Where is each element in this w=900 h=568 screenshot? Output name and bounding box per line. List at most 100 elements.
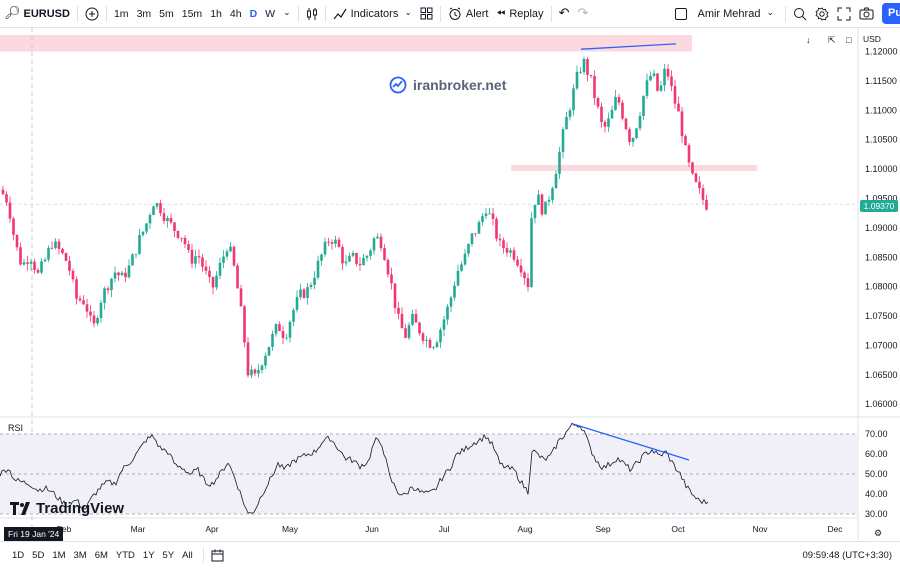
candle-body [428, 339, 432, 348]
timeframe-5m[interactable]: 5m [159, 7, 174, 20]
candle-body [22, 262, 26, 265]
redo-button[interactable]: ↷ [573, 0, 592, 28]
candle-body [180, 237, 183, 239]
chart-canvas[interactable]: 1.12000 1.11500 1.11000 1.10500 1.10000 1.095… [0, 28, 900, 540]
chart-area[interactable]: 1.12000 1.11500 1.11000 1.10500 1.10000 1.095… [0, 28, 900, 540]
candle-body [379, 236, 383, 249]
indicators-button[interactable]: Indicators ⌄ [329, 0, 416, 28]
publish-button[interactable]: Pu [882, 3, 900, 24]
candle-body [253, 369, 257, 374]
candle-body [337, 239, 341, 248]
price-axis-label: 1.07000 [865, 340, 898, 350]
timeframe-d[interactable]: D [249, 7, 258, 20]
alert-button[interactable]: Alert [444, 0, 493, 28]
rsi-line [0, 422, 709, 514]
range-5y[interactable]: 5Y [162, 549, 175, 561]
time-axis-label: Oct [671, 524, 685, 534]
candle-body [579, 71, 582, 73]
time-axis-label: Jul [439, 524, 450, 534]
chart-type-button[interactable] [302, 0, 322, 28]
replay-label: Replay [509, 7, 544, 20]
currency-label[interactable]: USD [863, 34, 881, 44]
quick-search-button[interactable] [789, 0, 811, 28]
range-all[interactable]: All [182, 549, 193, 561]
candle-body [36, 269, 40, 273]
candle-body [397, 307, 400, 314]
candle-body [351, 252, 355, 256]
range-5d[interactable]: 5D [32, 549, 45, 561]
candle-body [663, 68, 666, 86]
scroll-down-icon[interactable]: ↓ [806, 35, 811, 45]
range-3m[interactable]: 3M [73, 549, 87, 561]
timeframe-1m[interactable]: 1m [113, 7, 129, 20]
candle-body [677, 103, 680, 112]
candle-body [617, 96, 621, 103]
candle-body [488, 213, 491, 215]
range-1y[interactable]: 1Y [142, 549, 155, 561]
chevron-down-icon[interactable]: ⌄ [283, 8, 291, 18]
replay-button[interactable]: ⏪︎ Replay [493, 0, 548, 28]
range-1m[interactable]: 1M [52, 549, 66, 561]
candle-body [673, 86, 677, 104]
go-to-date-button[interactable] [207, 541, 228, 568]
candle-body [341, 247, 344, 264]
time-axis-label: Dec [827, 524, 843, 534]
timeframe-1h[interactable]: 1h [210, 7, 222, 20]
candle-body [516, 259, 519, 266]
timeframe-3m[interactable]: 3m [136, 7, 152, 20]
price-axis-label: 1.11000 [865, 105, 897, 115]
settings-icon[interactable]: ⚙ [874, 528, 882, 538]
undo-button[interactable]: ↶ [555, 0, 574, 28]
candle-body [15, 234, 19, 248]
range-6m[interactable]: 6M [94, 549, 108, 561]
candle-body [218, 262, 222, 276]
range-ytd[interactable]: YTD [115, 549, 135, 561]
candle-body [169, 217, 173, 223]
timeframe-w[interactable]: W [265, 7, 276, 20]
candle-body [285, 337, 288, 339]
candle-body [1, 189, 5, 195]
candle-body [376, 236, 379, 239]
clock[interactable]: 09:59:48 (UTC+3:30) [802, 550, 892, 561]
layouts-button[interactable] [416, 0, 437, 28]
settings-button[interactable] [811, 0, 833, 28]
price-axis-label: 1.10500 [865, 135, 898, 145]
resistance-zone-2 [511, 164, 757, 171]
candle-body [61, 248, 64, 254]
candle-body [281, 330, 285, 339]
watermark-text: iranbroker.net [413, 77, 507, 93]
candle-body [645, 80, 649, 96]
divider [439, 5, 441, 22]
symbol-search[interactable]: 🔎︎ EURUSD [0, 0, 74, 28]
compare-button[interactable] [81, 0, 103, 28]
snapshot-button[interactable] [855, 0, 878, 28]
candle-body [526, 278, 530, 288]
fullscreen-button[interactable] [833, 0, 855, 28]
candle-body [425, 339, 428, 341]
candle-body [299, 289, 302, 298]
candle-body [232, 246, 236, 266]
candle-body [152, 206, 155, 215]
candle-body [131, 254, 134, 266]
rsi-indicator-label[interactable]: RSI [8, 423, 24, 433]
candle-body [439, 329, 442, 343]
resistance-zone-1 [0, 35, 692, 52]
maximize-pane-icon[interactable]: □ [846, 35, 852, 45]
timeframe-15m[interactable]: 15m [181, 7, 203, 20]
indicators-icon [333, 8, 347, 19]
candle-body [47, 247, 50, 260]
rsi-axis-label: 60.00 [865, 449, 888, 459]
candle-body [680, 111, 684, 137]
candle-body [12, 218, 15, 235]
candle-body [194, 256, 197, 264]
auto-scale-icon[interactable]: ⇱ [828, 35, 836, 45]
candle-body [99, 302, 103, 319]
candle-body [554, 173, 558, 189]
candle-body [631, 137, 635, 142]
range-1d[interactable]: 1D [12, 549, 25, 561]
candle-body [421, 333, 425, 341]
watermark-logo-icon [389, 76, 407, 94]
timeframe-4h[interactable]: 4h [229, 7, 242, 20]
layout-select[interactable]: Amir Mehrad ⌄ [671, 0, 778, 28]
candle-body [323, 241, 327, 255]
